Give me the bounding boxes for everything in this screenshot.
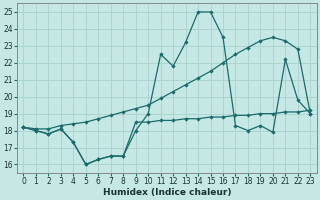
X-axis label: Humidex (Indice chaleur): Humidex (Indice chaleur) [103, 188, 231, 197]
